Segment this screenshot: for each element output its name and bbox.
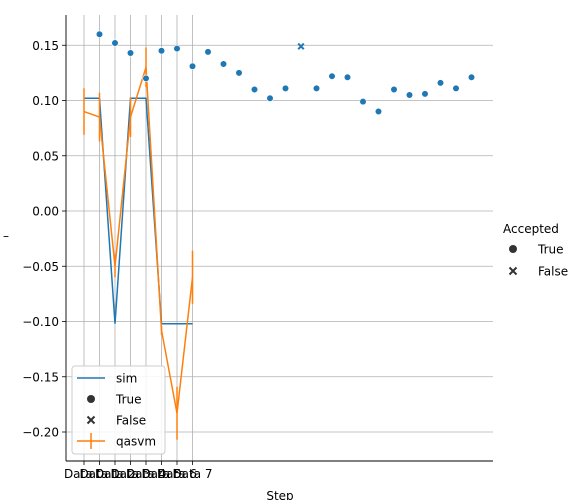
legend-outside-label: False xyxy=(538,265,568,279)
legend-swatch-true xyxy=(87,395,95,403)
scatter-point-accepted xyxy=(359,98,367,106)
x-tick-label: Data 6 xyxy=(157,467,197,481)
scatter-point-accepted xyxy=(173,44,181,53)
legend-inside-label: qasvm xyxy=(116,435,156,449)
scatter-point-rejected xyxy=(297,42,305,50)
x-tick-label: Data 0 xyxy=(64,467,104,481)
scatter-point-accepted xyxy=(343,73,352,81)
x-tick-label: Data 5 xyxy=(141,467,181,481)
y-tick-label: −0.10 xyxy=(22,315,59,329)
legend-inside-label: True xyxy=(115,393,142,407)
x-tick-label: Data 1 xyxy=(79,467,119,481)
scatter-point-accepted xyxy=(95,30,104,38)
y-tick-label: −0.05 xyxy=(22,260,59,274)
legend-outside-swatch-false xyxy=(508,266,518,276)
scatter-point-accepted xyxy=(436,79,445,87)
scatter-point-accepted xyxy=(390,85,398,94)
legend-outside-label: True xyxy=(537,243,564,257)
scatter-point-accepted xyxy=(374,107,383,116)
x-axis-label: Step xyxy=(266,489,293,500)
y-tick-label: 0.00 xyxy=(32,205,59,219)
y-tick-label: 0.10 xyxy=(32,94,59,108)
scatter-point-accepted xyxy=(111,39,119,47)
axes xyxy=(65,15,493,462)
scatter-point-accepted xyxy=(235,69,243,77)
scatter-point-accepted xyxy=(142,74,150,82)
scatter-point-accepted xyxy=(250,85,259,94)
y-axis-ticks: 0.15 0.10 0.05 0.00 −0.05 −0.10 −0.15 −0.20 xyxy=(22,39,66,440)
scatter-point-accepted xyxy=(328,72,336,80)
scatter-point-accepted xyxy=(204,48,212,56)
scatter-point-accepted xyxy=(188,62,197,70)
legend-outside-title: Accepted xyxy=(503,222,559,236)
scatter-point-accepted xyxy=(312,84,321,92)
y-axis-label: – xyxy=(3,229,9,243)
legend-inside-frame xyxy=(71,365,166,455)
legend-inside-label: False xyxy=(116,414,146,428)
x-tick-label: Data 2 xyxy=(95,467,135,481)
legend-inside-label: sim xyxy=(116,372,137,386)
scatter-point-accepted xyxy=(281,84,290,92)
legend-swatch-false xyxy=(86,415,96,425)
scatter-point-accepted xyxy=(157,47,166,55)
legend-outside: Accepted True False xyxy=(503,222,568,279)
scatter-point-accepted xyxy=(405,91,414,99)
y-tick-label: 0.15 xyxy=(32,39,59,53)
legend-outside-swatch-true xyxy=(509,245,517,253)
x-tick-label: Data 7 xyxy=(172,467,212,481)
y-tick-label: 0.05 xyxy=(32,149,59,163)
x-tick-label: Data 3 xyxy=(110,467,150,481)
x-tick-label: Data 4 xyxy=(126,467,166,481)
series-line-qasvm xyxy=(83,67,194,414)
scatter-point-accepted xyxy=(467,73,476,81)
y-tick-label: −0.15 xyxy=(22,370,59,384)
legend-inside: sim True False qasvm xyxy=(71,365,166,455)
scatter-point-accepted xyxy=(421,90,429,98)
scatter-point-accepted xyxy=(266,94,274,102)
y-tick-label: −0.20 xyxy=(22,426,59,440)
scatter-point-accepted xyxy=(452,84,460,92)
scatter-point-accepted xyxy=(126,49,135,57)
scatter-point-accepted xyxy=(219,60,228,68)
series-layer xyxy=(83,30,476,440)
